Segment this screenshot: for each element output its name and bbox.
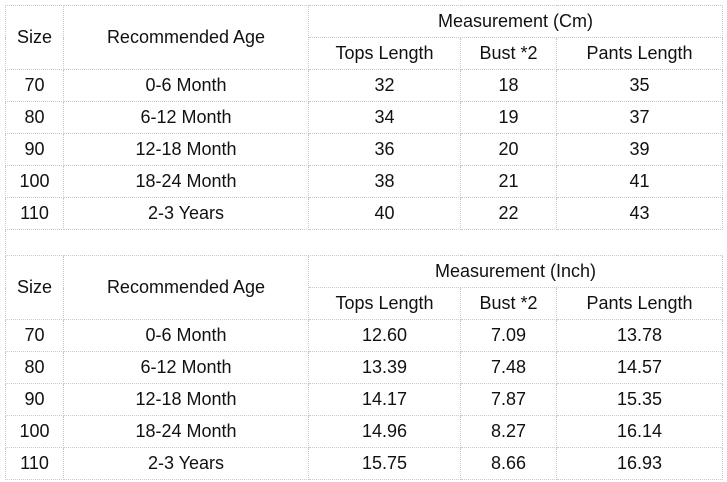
pants-length-cell: 15.35: [556, 383, 723, 416]
bust-cell: 8.27: [460, 415, 557, 448]
age-cell: 2-3 Years: [63, 447, 309, 480]
bust-cell: 21: [460, 165, 557, 198]
tops-length-cell: 40: [308, 197, 461, 230]
spacer-row: [5, 229, 723, 256]
bust-cell: 8.66: [460, 447, 557, 480]
table-row: 80 6-12 Month 13.39 7.48 14.57: [5, 351, 723, 384]
bust-cell: 7.09: [460, 319, 557, 352]
tops-length-cell: 38: [308, 165, 461, 198]
pants-length-cell: 37: [556, 101, 723, 134]
tops-length-cell: 34: [308, 101, 461, 134]
pants-length-cell: 43: [556, 197, 723, 230]
tops-length-cell: 36: [308, 133, 461, 166]
tops-length-cell: 13.39: [308, 351, 461, 384]
table-row: 100 18-24 Month 14.96 8.27 16.14: [5, 415, 723, 448]
header-pants-length: Pants Length: [556, 287, 723, 320]
header-pants-length: Pants Length: [556, 37, 723, 70]
size-cell: 110: [5, 197, 64, 230]
header-row: Size Recommended Age Measurement (Inch): [5, 255, 723, 320]
table-row: 70 0-6 Month 12.60 7.09 13.78: [5, 319, 723, 352]
header-size: Size: [5, 255, 64, 320]
age-cell: 0-6 Month: [63, 319, 309, 352]
pants-length-cell: 41: [556, 165, 723, 198]
tops-length-cell: 14.96: [308, 415, 461, 448]
header-recommended-age: Recommended Age: [63, 255, 309, 320]
table-row: 90 12-18 Month 14.17 7.87 15.35: [5, 383, 723, 416]
header-size: Size: [5, 5, 64, 70]
bust-cell: 19: [460, 101, 557, 134]
age-cell: 6-12 Month: [63, 351, 309, 384]
header-tops-length: Tops Length: [308, 287, 461, 320]
pants-length-cell: 16.93: [556, 447, 723, 480]
header-recommended-age: Recommended Age: [63, 5, 309, 70]
pants-length-cell: 16.14: [556, 415, 723, 448]
bust-cell: 18: [460, 69, 557, 102]
tops-length-cell: 15.75: [308, 447, 461, 480]
age-cell: 12-18 Month: [63, 133, 309, 166]
table-row: 80 6-12 Month 34 19 37: [5, 101, 723, 134]
age-cell: 6-12 Month: [63, 101, 309, 134]
size-cell: 70: [5, 69, 64, 102]
tops-length-cell: 14.17: [308, 383, 461, 416]
size-cell: 100: [5, 415, 64, 448]
size-cell: 70: [5, 319, 64, 352]
header-bust: Bust *2: [460, 287, 557, 320]
bust-cell: 22: [460, 197, 557, 230]
header-row: Size Recommended Age Measurement (Cm): [5, 5, 723, 70]
tops-length-cell: 12.60: [308, 319, 461, 352]
size-cell: 90: [5, 133, 64, 166]
header-bust: Bust *2: [460, 37, 557, 70]
bust-cell: 7.87: [460, 383, 557, 416]
size-cell: 100: [5, 165, 64, 198]
spacer-cell: [5, 229, 723, 256]
pants-length-cell: 39: [556, 133, 723, 166]
age-cell: 0-6 Month: [63, 69, 309, 102]
size-chart-table: Size Recommended Age Measurement (Cm) Tops …: [5, 5, 723, 480]
size-cell: 90: [5, 383, 64, 416]
table-row: 110 2-3 Years 40 22 43: [5, 197, 723, 230]
age-cell: 12-18 Month: [63, 383, 309, 416]
subheader-row: Tops Length Bust *2 Pants Length: [6, 287, 723, 320]
tops-length-cell: 32: [308, 69, 461, 102]
pants-length-cell: 35: [556, 69, 723, 102]
table-row: 110 2-3 Years 15.75 8.66 16.93: [5, 447, 723, 480]
table-row: 100 18-24 Month 38 21 41: [5, 165, 723, 198]
table-row: 90 12-18 Month 36 20 39: [5, 133, 723, 166]
age-cell: 18-24 Month: [63, 165, 309, 198]
subheader-row: Tops Length Bust *2 Pants Length: [6, 37, 723, 70]
pants-length-cell: 13.78: [556, 319, 723, 352]
size-cell: 80: [5, 351, 64, 384]
pants-length-cell: 14.57: [556, 351, 723, 384]
size-cell: 80: [5, 101, 64, 134]
age-cell: 2-3 Years: [63, 197, 309, 230]
size-cell: 110: [5, 447, 64, 480]
bust-cell: 7.48: [460, 351, 557, 384]
table-row: 70 0-6 Month 32 18 35: [5, 69, 723, 102]
bust-cell: 20: [460, 133, 557, 166]
header-measurement: Measurement (Inch): [308, 255, 723, 288]
header-tops-length: Tops Length: [308, 37, 461, 70]
age-cell: 18-24 Month: [63, 415, 309, 448]
header-measurement: Measurement (Cm): [308, 5, 723, 38]
